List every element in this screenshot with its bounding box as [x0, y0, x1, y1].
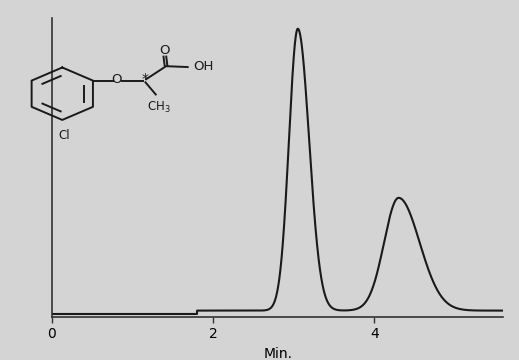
Text: OH: OH	[194, 60, 214, 73]
X-axis label: Min.: Min.	[263, 347, 292, 360]
Text: O: O	[160, 45, 170, 58]
Text: *: *	[142, 72, 149, 86]
Text: O: O	[112, 73, 122, 86]
Text: Cl: Cl	[59, 129, 71, 142]
Text: CH$_3$: CH$_3$	[147, 100, 171, 114]
